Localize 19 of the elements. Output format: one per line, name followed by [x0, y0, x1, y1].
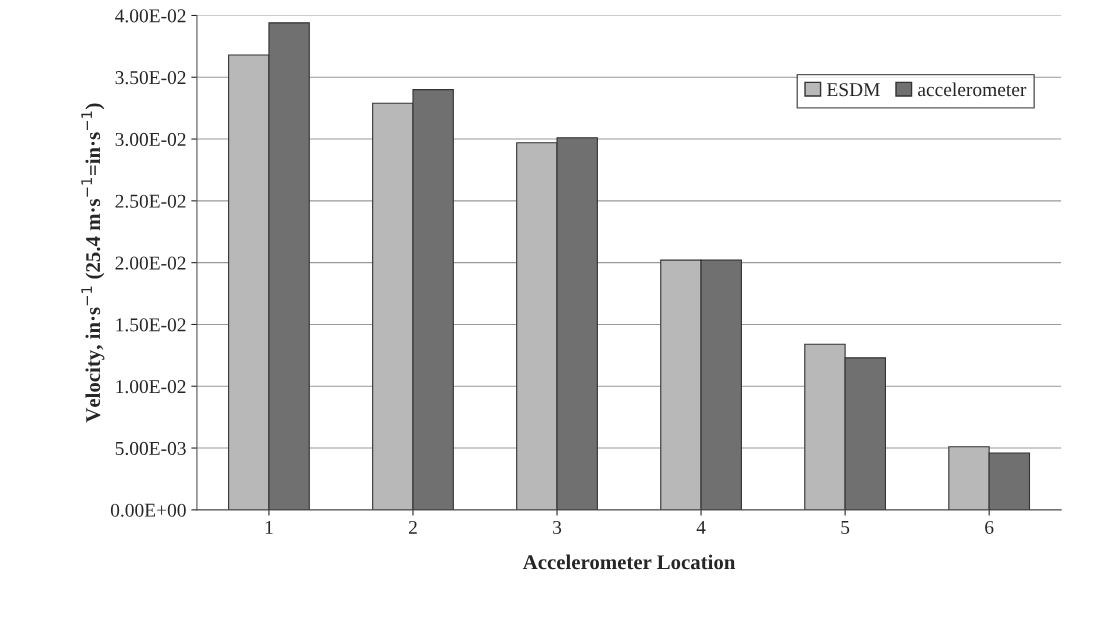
x-tick-label: 1	[265, 520, 273, 534]
y-tick-label: 1.00E-02	[116, 380, 186, 394]
x-tick-label: 2	[408, 520, 417, 534]
x-axis-title: Accelerometer Location	[522, 554, 736, 570]
y-tick-label: 4.00E-02	[115, 9, 186, 23]
y-axis-title: Velocity, in·s$^{−1}$ (25.4 m·s$^{−1}$=in·s$^{−1}$)	[81, 103, 105, 423]
y-tick-label: 3.50E-02	[115, 71, 186, 85]
y-tick-label: 3.00E-02	[115, 132, 186, 147]
y-tick-label: 1.50E-02	[116, 318, 186, 332]
legend-label: accelerometer	[918, 82, 1027, 97]
x-tick-label: 4	[696, 520, 706, 534]
legend-label: ESDM	[826, 83, 880, 97]
y-tick-label: 5.00E-03	[115, 441, 186, 456]
x-tick-label: 5	[841, 521, 850, 534]
x-tick-label: 3	[553, 520, 562, 534]
y-tick-label: 2.50E-02	[115, 194, 186, 208]
y-tick-label: 0.00E+00	[110, 503, 186, 517]
y-tick-label: 2.00E-02	[115, 256, 186, 270]
x-tick-label: 6	[985, 520, 994, 534]
